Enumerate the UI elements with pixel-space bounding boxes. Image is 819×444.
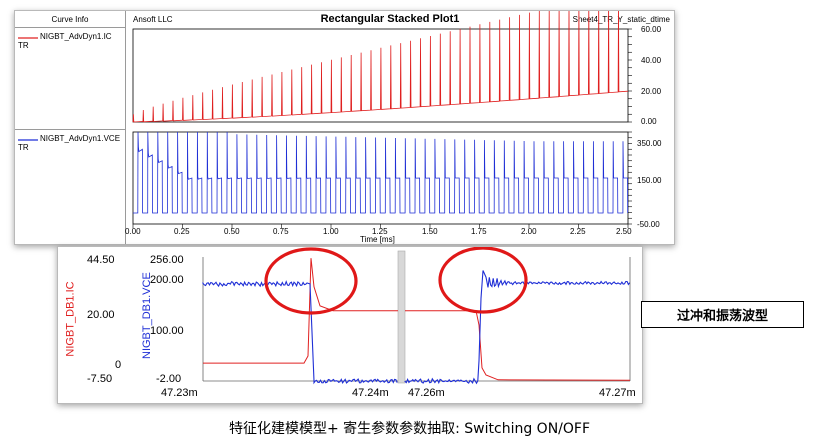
- left-x-tick-label: 47.24m: [352, 387, 389, 399]
- x-tick-label: 1.50: [422, 227, 438, 236]
- sheet-label: Sheet4_TR_Y_static_dtime: [572, 15, 670, 24]
- panel-divider: [397, 250, 406, 384]
- trace2-swatch: [18, 139, 38, 141]
- x-tick-label: 0.75: [273, 227, 289, 236]
- y1-tick-label: 0.00: [641, 117, 657, 126]
- right-ic-trace: [405, 310, 631, 381]
- trace1-name: NIGBT_AdvDyn1.IC: [40, 32, 112, 41]
- x-tick-label: 2.00: [521, 227, 537, 236]
- trace2-name: NIGBT_AdvDyn1.VCE: [40, 134, 121, 143]
- right-x-tick-label: 47.26m: [408, 387, 445, 399]
- y1-tick-label: 40.00: [641, 56, 662, 65]
- ic-tick-label: 0: [115, 359, 122, 371]
- right-vce-trace: [404, 270, 631, 385]
- curve-info-header: Curve Info: [15, 15, 125, 28]
- x-tick-label: 1.00: [323, 227, 339, 236]
- ic-tick-label: 20.00: [87, 309, 115, 321]
- y1-tick-label: 60.00: [641, 25, 662, 34]
- top-axis-ticks: [132, 28, 632, 228]
- figure-caption: 特征化建模模型+ 寄生参数参数抽取: Switching ON/OFF: [228, 421, 591, 437]
- ic-tick-label: -7.50: [87, 373, 113, 385]
- ic-axis-label: NIGBT_DB1.IC: [64, 281, 77, 357]
- top-plot-area: [132, 11, 632, 228]
- overshoot-circle-left: [264, 247, 358, 315]
- curve-info-divider: [15, 129, 125, 130]
- x-tick-label: 0.00: [125, 227, 141, 236]
- overshoot-circle-right: [438, 247, 528, 314]
- right-x-tick-label: 47.27m: [599, 387, 636, 399]
- x-axis-label: Time [ms]: [360, 235, 395, 244]
- zoom-plot-window: NIGBT_DB1.IC NIGBT_DB1.VCE 44.50 20.00 0…: [57, 246, 643, 404]
- ansoft-label: Ansoft LLC: [133, 15, 173, 24]
- stacked-plot-window: Curve Info NIGBT_AdvDyn1.IC TR NIGBT_Adv…: [14, 10, 675, 245]
- curve-info-panel: Curve Info NIGBT_AdvDyn1.IC TR NIGBT_Adv…: [15, 11, 126, 244]
- vce-tick-label: 256.00: [150, 254, 184, 266]
- x-tick-label: 0.25: [174, 227, 190, 236]
- ic-trace-line: [132, 11, 629, 123]
- x-tick-label: 2.50: [616, 227, 632, 236]
- y2-tick-label: -50.00: [637, 220, 660, 229]
- vce-trace-line: [133, 131, 629, 214]
- y2-tick-label: 350.00: [637, 139, 662, 148]
- overshoot-annotation: 过冲和振荡波型: [641, 301, 804, 328]
- left-x-tick-label: 47.23m: [161, 387, 198, 399]
- trace1-swatch: [18, 37, 38, 39]
- vce-tick-label: 100.00: [150, 325, 184, 337]
- trace1-sub: TR: [18, 41, 29, 50]
- x-tick-label: 1.25: [372, 227, 388, 236]
- vce-tick-label: -2.00: [156, 373, 182, 385]
- trace2-sub: TR: [18, 143, 29, 152]
- ic-tick-label: 44.50: [87, 254, 115, 266]
- y2-tick-label: 150.00: [637, 176, 662, 185]
- y1-tick-label: 20.00: [641, 87, 662, 96]
- x-tick-label: 1.75: [471, 227, 487, 236]
- plot-title: Rectangular Stacked Plot1: [320, 13, 460, 25]
- x-tick-label: 0.50: [224, 227, 240, 236]
- left-vce-trace: [202, 280, 398, 385]
- x-tick-label: 2.25: [570, 227, 586, 236]
- vce-tick-label: 200.00: [150, 274, 184, 286]
- vce-axis-label: NIGBT_DB1.VCE: [141, 272, 153, 359]
- zoom-plot-area: [202, 247, 631, 385]
